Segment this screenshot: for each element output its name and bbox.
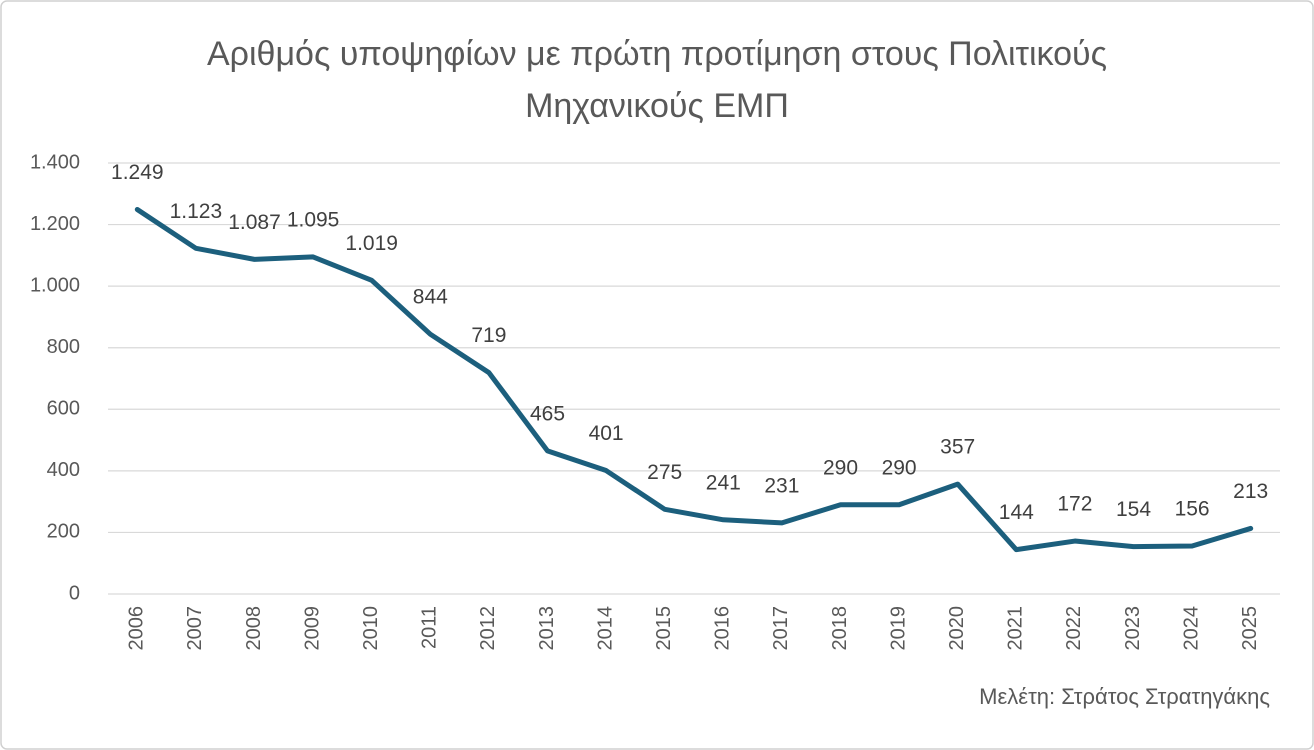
y-tick-label: 800 [47,336,80,358]
data-label: 401 [589,422,624,445]
x-tick-label: 2019 [887,606,909,651]
data-label: 719 [471,324,506,347]
data-label: 1.095 [287,208,340,231]
x-tick-label: 2013 [536,606,558,651]
data-label: 844 [413,286,448,309]
y-tick-label: 1.400 [30,151,80,173]
x-tick-label: 2012 [477,606,499,651]
y-tick-label: 400 [47,459,80,481]
data-label: 156 [1175,498,1210,521]
data-label: 1.087 [228,211,281,234]
data-label: 231 [764,474,799,497]
data-line [134,206,1254,553]
x-tick-label: 2014 [594,606,616,651]
data-label: 144 [999,501,1034,524]
y-tick-label: 1.200 [30,213,80,235]
x-tick-label: 2009 [301,606,323,651]
data-label: 241 [706,471,741,494]
data-label: 213 [1233,480,1268,503]
x-tick-label: 2008 [243,606,265,651]
x-tick-label: 2020 [946,606,968,651]
chart-title: Αριθμός υποψηφίων με πρώτη προτίμηση στο… [206,35,1108,125]
annotation: Μελέτη: Στράτος Στρατηγάκης [979,684,1270,709]
x-tick-label: 2025 [1239,606,1261,651]
y-tick-label: 600 [47,398,80,420]
x-tick-label: 2024 [1180,606,1202,651]
data-label: 1.249 [111,161,164,184]
x-tick-label: 2010 [360,606,382,651]
data-label: 1.019 [345,232,398,255]
x-tick-label: 2023 [1122,606,1144,651]
data-label: 465 [530,402,565,425]
y-tick-label: 1.000 [30,274,80,296]
x-tick-label: 2007 [184,606,206,651]
data-label: 1.123 [170,200,223,223]
x-tick-label: 2018 [829,606,851,651]
data-label: 154 [1116,498,1151,521]
data-label: 172 [1057,493,1092,516]
data-label: 290 [882,456,917,479]
y-tick-label: 0 [69,582,80,604]
x-tick-label: 2011 [419,606,441,649]
x-tick-label: 2017 [770,606,792,651]
data-label: 357 [940,436,975,459]
x-tick-label: 2021 [1005,606,1027,651]
data-label: 275 [647,461,682,484]
x-tick-label: 2022 [1063,606,1085,651]
x-tick-label: 2006 [126,606,148,651]
x-tick-label: 2016 [712,606,734,651]
y-tick-label: 200 [47,521,80,543]
x-tick-label: 2015 [653,606,675,651]
data-label: 290 [823,456,858,479]
